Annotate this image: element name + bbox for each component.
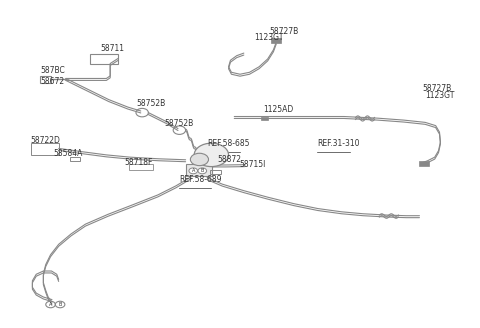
Text: 58872: 58872: [217, 155, 241, 164]
Text: REF.58-685: REF.58-685: [207, 139, 250, 148]
Text: 58584A: 58584A: [53, 149, 82, 158]
Circle shape: [189, 168, 198, 174]
Text: 58722D: 58722D: [30, 136, 60, 145]
Text: REF.31-310: REF.31-310: [317, 139, 360, 148]
FancyBboxPatch shape: [420, 161, 429, 166]
Circle shape: [194, 143, 228, 167]
Text: B: B: [201, 168, 204, 173]
Text: 58727B: 58727B: [423, 84, 452, 93]
Text: 58727B: 58727B: [270, 27, 299, 35]
Text: 58718F: 58718F: [124, 157, 153, 167]
Text: 587BC
58672: 587BC 58672: [40, 67, 65, 86]
FancyBboxPatch shape: [262, 117, 268, 120]
Text: 58752B: 58752B: [165, 119, 194, 128]
Text: A: A: [192, 168, 195, 173]
FancyBboxPatch shape: [186, 164, 212, 176]
Text: REF.58-689: REF.58-689: [179, 175, 221, 184]
Circle shape: [198, 168, 206, 174]
Text: 58715I: 58715I: [239, 160, 265, 169]
Circle shape: [191, 153, 208, 166]
Text: 58752B: 58752B: [136, 99, 165, 108]
FancyBboxPatch shape: [272, 38, 281, 43]
Text: B: B: [59, 302, 62, 307]
Text: 1123GT: 1123GT: [425, 91, 455, 100]
Text: 1123GT: 1123GT: [254, 33, 284, 42]
Text: 1125AD: 1125AD: [263, 105, 293, 113]
Text: A: A: [49, 302, 52, 307]
Text: 58711: 58711: [100, 44, 124, 53]
